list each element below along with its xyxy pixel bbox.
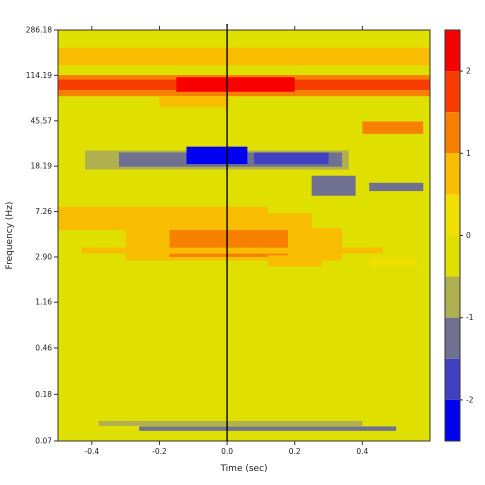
heatmap-cell (369, 182, 424, 192)
colorbar-tick-label: 2 (466, 67, 471, 76)
heatmap-cell (362, 121, 424, 134)
y-tick-label: 7.26 (35, 207, 52, 216)
colorbar-segment (445, 30, 460, 72)
y-tick-label: 45.57 (31, 116, 53, 125)
colorbar (445, 30, 460, 441)
colorbar-tick-label: -2 (466, 395, 474, 404)
heatmap-cell (98, 420, 363, 426)
plot-frame (57, 29, 431, 442)
heatmap-cell (139, 426, 397, 431)
y-tick-label: 0.46 (35, 343, 52, 352)
y-tick-label: 2.90 (35, 252, 52, 261)
y-axis: 286.18 114.19 45.57 18.19 7.26 2.90 1.16 0.46 0.… (26, 26, 58, 446)
colorbar-tick-label: -1 (466, 313, 474, 322)
colorbar-segment (445, 194, 460, 236)
heatmap-cell (81, 247, 383, 254)
y-tick-label: 18.19 (31, 162, 53, 171)
colorbar-segment (445, 276, 460, 318)
colorbar-tick-label: 1 (466, 149, 471, 158)
colorbar-segment (445, 317, 460, 359)
x-tick-label: -0.4 (84, 447, 99, 456)
heatmap-cell (58, 47, 430, 66)
heatmap-cell (254, 152, 329, 165)
heatmap-cell (311, 175, 356, 196)
colorbar-segment (445, 358, 460, 400)
x-tick-label: 0.0 (221, 447, 233, 456)
x-tick-label: -0.2 (152, 447, 167, 456)
heatmap-cell (186, 146, 248, 165)
heatmap-cell (369, 258, 417, 267)
y-axis-label: Frequency (Hz) (5, 202, 15, 270)
heatmap-cell (267, 255, 322, 267)
colorbar-segment (445, 153, 460, 195)
heatmap-cell (176, 77, 295, 92)
x-tick-label: 0.2 (289, 447, 301, 456)
colorbar-segment (445, 399, 460, 441)
colorbar-axis: 2 1 0 -1 -2 (460, 67, 474, 404)
colorbar-tick-label: 0 (466, 231, 471, 240)
y-tick-label: 114.19 (26, 71, 52, 80)
heatmap-cell (58, 213, 312, 231)
heatmap-cell (159, 96, 228, 108)
y-tick-label: 0.07 (35, 437, 52, 446)
colorbar-segment (445, 235, 460, 277)
y-tick-label: 0.18 (35, 390, 52, 399)
x-axis: -0.4 -0.2 0.0 0.2 0.4 (84, 26, 369, 456)
x-tick-label: 0.4 (356, 447, 368, 456)
colorbar-segment (445, 112, 460, 154)
y-tick-label: 1.16 (35, 298, 52, 307)
colorbar-segment (445, 71, 460, 113)
y-tick-label: 286.18 (26, 26, 52, 35)
plot-area (58, 30, 430, 441)
x-axis-label: Time (sec) (219, 464, 267, 474)
